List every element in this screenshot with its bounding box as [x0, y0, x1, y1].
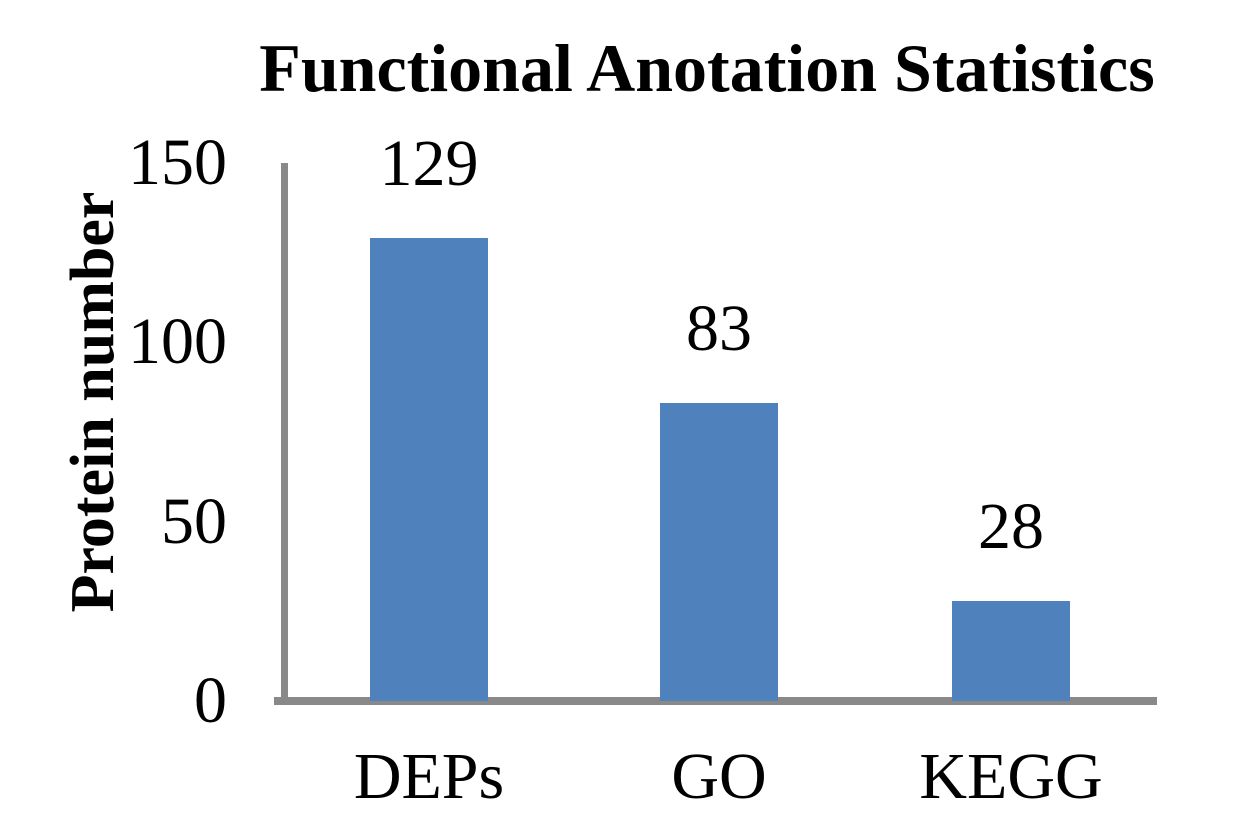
y-tick-label-50: 50 — [161, 484, 227, 558]
bar-go — [660, 403, 778, 701]
x-category-label-kegg: KEGG — [919, 740, 1103, 813]
y-axis-title: Protein number — [59, 191, 127, 613]
bar-value-label-deps: 129 — [379, 127, 479, 201]
y-tick-label-0: 0 — [194, 664, 227, 737]
chart-title: Functional Anotation Statistics — [259, 30, 1155, 106]
y-tick-label-100: 100 — [128, 305, 227, 379]
x-category-label-deps: DEPs — [353, 740, 505, 813]
x-category-label-go: GO — [671, 740, 767, 813]
bar-kegg — [952, 600, 1070, 701]
bar-value-label-go: 83 — [686, 292, 752, 366]
y-tick-label-150: 150 — [128, 126, 227, 199]
x-axis-line — [274, 697, 1157, 705]
bar-value-label-kegg: 28 — [978, 489, 1044, 563]
bar-deps — [370, 238, 488, 701]
y-axis-line — [281, 163, 288, 705]
